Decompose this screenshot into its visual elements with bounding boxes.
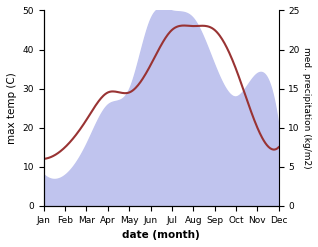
- X-axis label: date (month): date (month): [122, 230, 200, 240]
- Y-axis label: med. precipitation (kg/m2): med. precipitation (kg/m2): [302, 47, 311, 169]
- Y-axis label: max temp (C): max temp (C): [7, 72, 17, 144]
